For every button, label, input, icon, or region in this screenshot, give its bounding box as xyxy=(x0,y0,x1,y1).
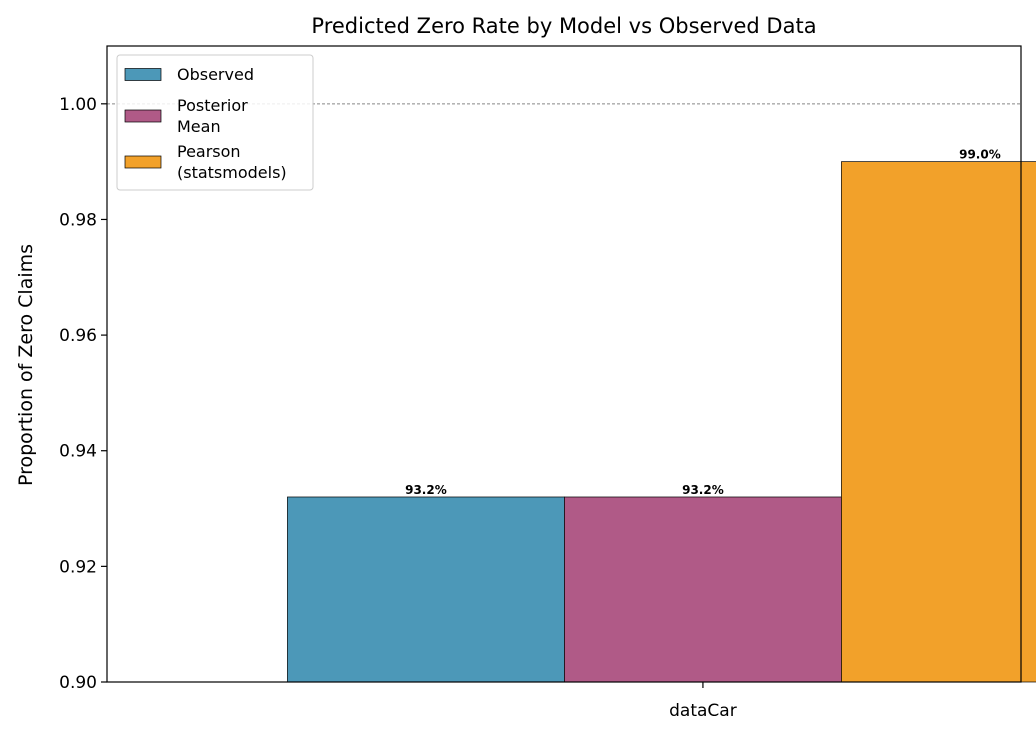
y-tick-label: 0.98 xyxy=(59,210,97,230)
y-tick-label: 0.90 xyxy=(59,673,97,693)
legend-swatch xyxy=(124,68,162,81)
data-label: 93.2% xyxy=(405,483,447,497)
y-tick-label: 0.94 xyxy=(59,442,97,462)
y-tick-label: 1.00 xyxy=(59,95,97,115)
legend-entry: Observed xyxy=(177,65,254,84)
data-label: 99.0% xyxy=(959,148,1001,162)
y-axis-label: Proportion of Zero Claims xyxy=(15,244,37,486)
legend-box xyxy=(116,54,314,191)
y-tick-label: 0.96 xyxy=(59,326,97,346)
legend-entry: Pearson (statsmodels) xyxy=(177,142,287,182)
data-label: 93.2% xyxy=(682,483,724,497)
bar-pearson-statsmodels xyxy=(841,161,1036,683)
x-tick-label: dataCar xyxy=(669,701,737,721)
axes-frame xyxy=(106,45,1022,683)
legend-entry: Posterior Mean xyxy=(177,96,248,136)
legend-swatch xyxy=(124,109,162,123)
bar-observed xyxy=(287,496,565,683)
chart-title: Predicted Zero Rate by Model vs Observed… xyxy=(311,14,816,38)
plot-area: 93.2% 93.2% 99.0% 0.90 0.92 0.94 0.96 0.98 1.00 d… xyxy=(59,45,1036,721)
legend: Observed Posterior Mean Pearson (statsmodels… xyxy=(116,54,314,191)
legend-swatch xyxy=(124,155,162,169)
bar-posterior-mean xyxy=(564,496,842,683)
y-tick-label: 0.92 xyxy=(59,557,97,577)
